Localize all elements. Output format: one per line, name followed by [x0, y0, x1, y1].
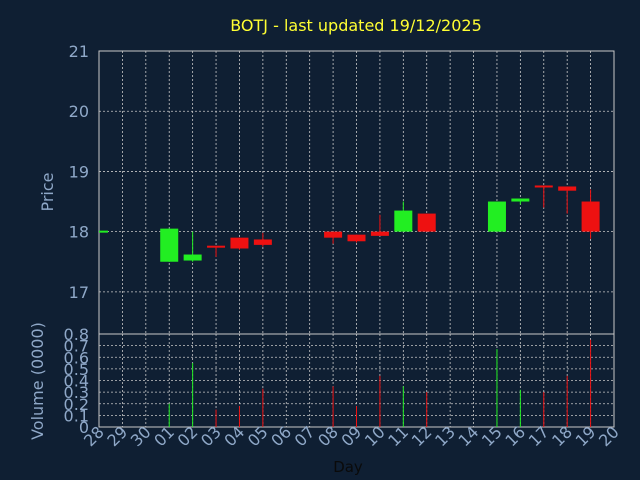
volume-axis-label: Volume (0000) — [28, 322, 47, 440]
volume-y-tick-label: 0.4 — [64, 372, 89, 391]
volume-y-tick-label: 0.3 — [64, 383, 89, 402]
x-tick-labels: 2829300102030405060708091011121314151617… — [80, 422, 623, 450]
candle-body — [160, 228, 179, 262]
price-axis-label: Price — [38, 172, 57, 211]
candle-body — [207, 245, 226, 248]
volume-y-tick-label: 0.5 — [64, 360, 89, 379]
candle-body — [558, 186, 577, 191]
x-axis-label: Day — [333, 458, 363, 476]
price-y-tick-label: 17 — [69, 283, 89, 302]
price-y-tick-label: 19 — [69, 162, 89, 181]
price-candles — [99, 185, 600, 262]
candle-body — [394, 210, 413, 232]
candle-body — [253, 239, 272, 245]
price-y-tick-label: 18 — [69, 223, 89, 242]
volume-y-tick-label: 0.6 — [64, 348, 89, 367]
candle-body — [324, 231, 343, 238]
price-y-tick-label: 21 — [69, 42, 89, 61]
candle-body — [511, 198, 530, 202]
candle-body — [370, 231, 389, 236]
volume-y-tick-label: 0.2 — [64, 395, 89, 414]
volume-y-tick-label: 0.7 — [64, 337, 89, 356]
volume-y-tick-label: 0.8 — [64, 325, 89, 344]
volume-y-tick-label: 0.1 — [64, 406, 89, 425]
candle-body — [183, 254, 202, 261]
volume-y-tick-label: 0 — [79, 418, 89, 437]
candle-body — [581, 201, 600, 232]
candle-body — [347, 234, 366, 242]
candle-body — [99, 230, 108, 233]
candle-body — [487, 201, 506, 232]
candle-body — [417, 213, 436, 232]
volume-bars — [168, 339, 592, 427]
price-y-tick-label: 20 — [69, 102, 89, 121]
candle-body — [230, 237, 249, 249]
price-y-tick-labels: 17 18 19 20 21 — [69, 42, 89, 302]
candle-body — [534, 185, 553, 188]
volume-y-tick-labels: 00.10.20.30.40.50.60.70.8 — [64, 325, 89, 437]
chart-title: BOTJ - last updated 19/12/2025 — [230, 16, 482, 35]
